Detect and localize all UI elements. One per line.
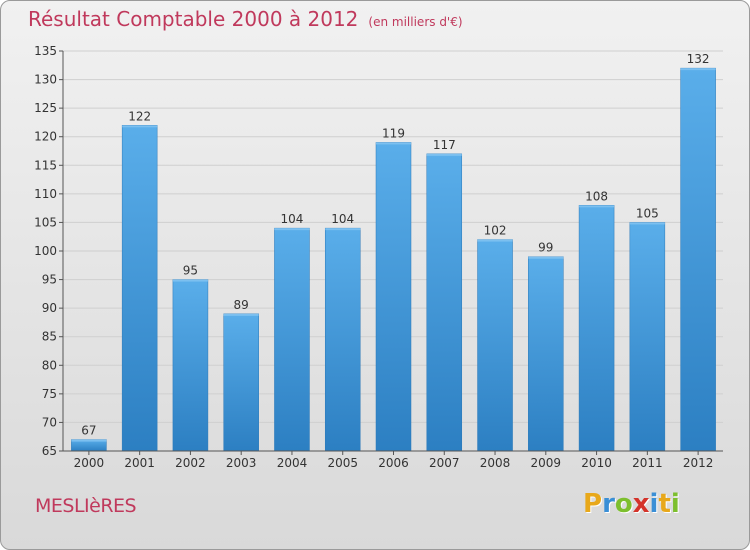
logo-letter: i bbox=[670, 489, 680, 519]
y-tick-label: 110 bbox=[34, 187, 57, 201]
y-tick-label: 65 bbox=[42, 444, 57, 458]
x-axis: 2000 2001 2002 2003 2004 2005 2006 2007 2008 2009… bbox=[63, 450, 723, 470]
bar-top-highlight bbox=[172, 279, 208, 282]
bar-top-highlight bbox=[629, 222, 665, 225]
bar-top-highlight bbox=[274, 228, 310, 231]
x-tick-label: 2006 bbox=[378, 456, 409, 470]
x-tick-label: 2012 bbox=[683, 456, 714, 470]
data-label: 99 bbox=[538, 241, 553, 255]
data-label: 95 bbox=[183, 264, 198, 278]
data-label: 122 bbox=[128, 109, 151, 123]
y-tick-label: 85 bbox=[42, 330, 57, 344]
bar-top-highlight bbox=[223, 313, 259, 316]
x-tick-label: 2005 bbox=[327, 456, 358, 470]
bar-top-highlight bbox=[71, 439, 107, 442]
y-tick-label: 130 bbox=[34, 73, 57, 87]
data-label: 132 bbox=[687, 52, 710, 66]
x-tick-label: 2011 bbox=[632, 456, 663, 470]
bar bbox=[172, 279, 209, 452]
bar-top-highlight bbox=[325, 228, 361, 231]
bars: 67 122 95 89 104 104 119 117 102 99 108 105 132 bbox=[71, 52, 716, 452]
logo-letter: P bbox=[583, 489, 603, 519]
bar-top-highlight bbox=[376, 142, 411, 145]
y-tick-label: 90 bbox=[42, 301, 57, 315]
data-label: 67 bbox=[81, 424, 96, 438]
bar bbox=[121, 125, 158, 452]
bar bbox=[274, 227, 310, 452]
data-label: 89 bbox=[234, 298, 249, 312]
x-tick-label: 2008 bbox=[480, 456, 511, 470]
bar bbox=[426, 153, 463, 452]
x-tick-label: 2007 bbox=[429, 456, 460, 470]
bar-top-highlight bbox=[528, 256, 564, 259]
y-tick-label: 95 bbox=[42, 273, 57, 287]
bar-top-highlight bbox=[122, 125, 158, 128]
data-label: 119 bbox=[382, 126, 405, 140]
bar bbox=[324, 227, 361, 452]
bar bbox=[528, 256, 564, 452]
chart-title-text: Résultat Comptable 2000 à 2012 bbox=[28, 7, 359, 31]
commune-name: MESLIèRES bbox=[35, 495, 137, 517]
bar-top-highlight bbox=[426, 153, 462, 156]
x-tick-label: 2010 bbox=[581, 456, 612, 470]
y-tick-label: 100 bbox=[34, 244, 57, 258]
logo-letter: x bbox=[632, 489, 650, 519]
y-tick-label: 120 bbox=[34, 130, 57, 144]
bar bbox=[375, 142, 412, 452]
bar-top-highlight bbox=[477, 239, 513, 242]
data-label: 102 bbox=[484, 224, 507, 238]
logo-letter: i bbox=[649, 489, 659, 519]
bar bbox=[680, 67, 716, 452]
bar bbox=[629, 222, 666, 452]
logo-letter: r bbox=[602, 489, 615, 519]
y-tick-label: 70 bbox=[42, 415, 57, 429]
bar bbox=[477, 239, 513, 452]
data-label: 104 bbox=[331, 212, 354, 226]
x-tick-label: 2009 bbox=[531, 456, 562, 470]
logo-letter: o bbox=[614, 489, 633, 519]
bar bbox=[223, 313, 259, 452]
chart-title: Résultat Comptable 2000 à 2012 (en millie… bbox=[28, 7, 463, 31]
data-label: 104 bbox=[281, 212, 304, 226]
x-tick-label: 2002 bbox=[175, 456, 206, 470]
x-tick-label: 2003 bbox=[226, 456, 257, 470]
proxiti-logo[interactable]: Proxiti bbox=[583, 489, 680, 519]
x-tick-label: 2004 bbox=[277, 456, 308, 470]
y-tick-label: 115 bbox=[34, 158, 57, 172]
bar-top-highlight bbox=[680, 68, 716, 71]
y-tick-label: 75 bbox=[42, 387, 57, 401]
bar-top-highlight bbox=[579, 205, 615, 208]
x-tick-label: 2000 bbox=[74, 456, 105, 470]
data-label: 105 bbox=[636, 206, 659, 220]
bar bbox=[578, 205, 615, 452]
data-label: 108 bbox=[585, 189, 608, 203]
y-axis: 65 70 75 80 85 90 95 100 105 110 115 120 125 130 135 bbox=[34, 44, 64, 458]
chart-subtitle: (en milliers d'€) bbox=[368, 15, 463, 29]
y-tick-label: 135 bbox=[34, 44, 57, 58]
x-tick-label: 2001 bbox=[124, 456, 155, 470]
y-tick-label: 105 bbox=[34, 215, 57, 229]
y-tick-label: 125 bbox=[34, 101, 57, 115]
logo-letter: t bbox=[658, 489, 671, 519]
data-label: 117 bbox=[433, 138, 456, 152]
y-tick-label: 80 bbox=[42, 358, 57, 372]
